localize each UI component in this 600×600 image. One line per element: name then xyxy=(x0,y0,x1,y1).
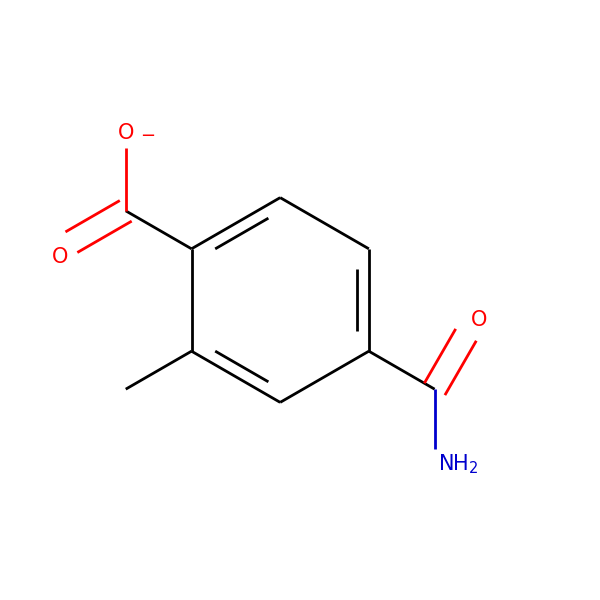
Text: NH$_2$: NH$_2$ xyxy=(438,452,479,476)
Text: −: − xyxy=(140,127,155,145)
Text: O: O xyxy=(52,247,68,268)
Text: O: O xyxy=(118,123,134,143)
Text: O: O xyxy=(471,310,488,329)
